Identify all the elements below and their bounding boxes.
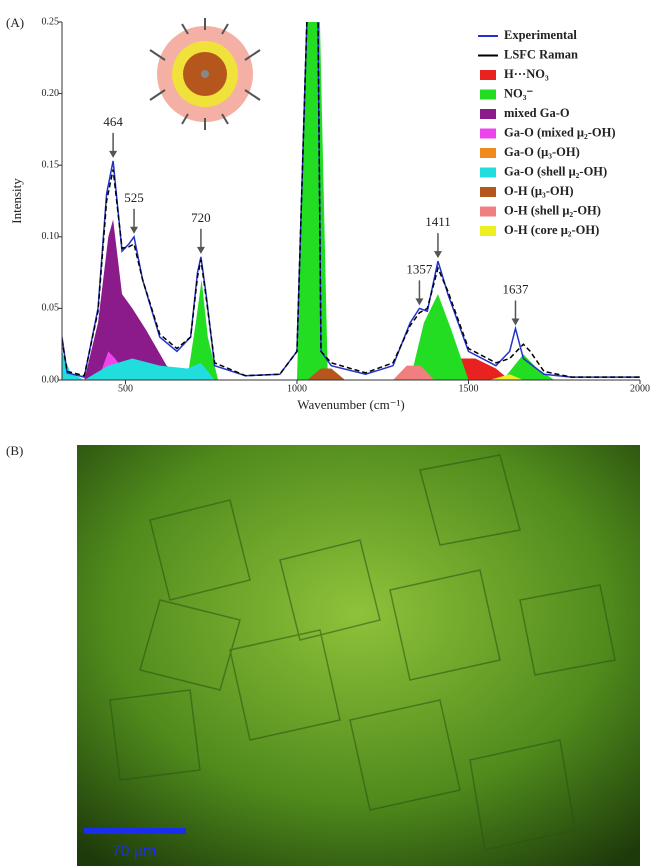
- scale-bar-label: 70 μm: [112, 843, 157, 860]
- legend-swatch: [480, 168, 496, 178]
- x-tick-label: 500: [118, 383, 133, 394]
- arrow-head: [434, 251, 442, 258]
- legend-label: O-H (core μ₂-OH): [504, 223, 599, 237]
- cluster-inset: [150, 18, 260, 130]
- y-tick-label: 0.25: [42, 16, 60, 27]
- legend-label: O-H (shell μ₂-OH): [504, 203, 601, 217]
- annotation-label: 464: [103, 114, 123, 129]
- y-tick-label: 0.05: [42, 303, 60, 314]
- arrow-head: [197, 247, 205, 254]
- legend-swatch: [480, 109, 496, 119]
- x-tick-label: 1000: [287, 383, 307, 394]
- legend-swatch: [480, 187, 496, 197]
- plot: 0.00 0.05 0.10 0.15 0.20 0.25 500 1000 1500 2000 W…: [9, 0, 650, 412]
- y-tick-label: 0.20: [42, 88, 60, 99]
- legend-swatch: [480, 226, 496, 236]
- annotation-label: 720: [191, 210, 211, 225]
- x-tick-label: 1500: [458, 383, 478, 394]
- annotation-label: 1357: [406, 261, 433, 276]
- legend-label: LSFC Raman: [504, 47, 578, 61]
- legend-swatch: [480, 129, 496, 139]
- y-tick-label: 0.15: [42, 159, 60, 170]
- legend-label: Ga-O (shell μ₂-OH): [504, 164, 607, 178]
- figure: (A) (B) 0.00 0.05 0.10 0.15 0.20 0.25 500 1000 1…: [0, 0, 653, 866]
- legend-label: Ga-O (μ₃-OH): [504, 145, 580, 159]
- annotation-label: 1637: [502, 281, 529, 296]
- y-tick-label: 0.00: [42, 374, 60, 385]
- arrow-head: [109, 151, 117, 158]
- legend-label: O-H (μ₃-OH): [504, 184, 574, 198]
- page: {"panel_a": "(A)", "panel_b": "(B)", "sc…: [0, 0, 653, 866]
- legend-label: Experimental: [504, 28, 577, 42]
- x-tick-label: 2000: [630, 383, 650, 394]
- legend-label: mixed Ga-O: [504, 106, 570, 120]
- panel-label: (B): [6, 443, 23, 458]
- panel-label: (A): [6, 15, 24, 30]
- legend-label: NO₃⁻: [504, 86, 533, 100]
- annotation-label: 1411: [425, 214, 451, 229]
- arrow-head: [415, 298, 423, 305]
- arrow-head: [511, 318, 519, 325]
- annotation-label: 525: [124, 190, 144, 205]
- legend-label: Ga-O (mixed μ₂-OH): [504, 125, 616, 139]
- x-axis-label: Wavenumber (cm⁻¹): [297, 397, 405, 412]
- legend-swatch: [480, 207, 496, 217]
- legend-label: H···NO₃: [504, 67, 549, 81]
- y-tick-label: 0.10: [42, 231, 60, 242]
- legend-swatch: [480, 90, 496, 100]
- micrograph: [77, 445, 640, 866]
- legend-swatch: [480, 148, 496, 158]
- y-axis-label: Intensity: [9, 178, 24, 224]
- legend-swatch: [480, 70, 496, 80]
- arrow-head: [130, 227, 138, 234]
